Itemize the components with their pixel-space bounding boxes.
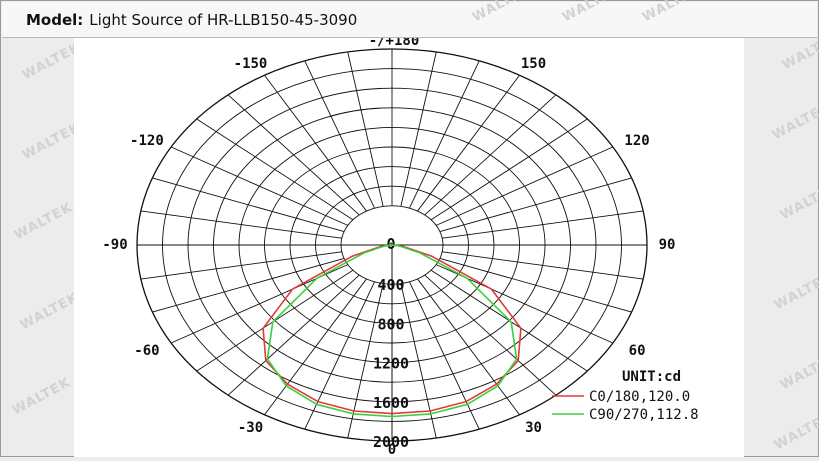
angle-label: -/+180 [369, 38, 420, 49]
grid-spoke [435, 146, 614, 226]
radial-tick-label: 1600 [373, 394, 409, 412]
model-header: Model: Light Source of HR-LLB150-45-3090 [2, 2, 817, 38]
polar-grid [136, 48, 648, 442]
grid-spoke [439, 177, 632, 233]
grid-spoke [152, 177, 345, 233]
grid-spoke [152, 257, 345, 313]
angle-label: 30 [525, 420, 542, 436]
angle-label: 120 [624, 133, 649, 149]
grid-spoke [347, 283, 384, 439]
grid-spoke [140, 210, 342, 239]
angle-label: -150 [234, 56, 268, 72]
model-name: Light Source of HR-LLB150-45-3090 [89, 10, 358, 29]
grid-spoke [442, 210, 644, 239]
grid-spoke [347, 51, 384, 207]
model-label: Model: [26, 10, 84, 29]
angle-label: 90 [659, 237, 676, 253]
series-curve [266, 244, 518, 418]
radial-tick-label: 1200 [373, 355, 409, 373]
grid-spoke [400, 283, 437, 439]
radial-tick-label: 2000 [373, 433, 409, 451]
grid-spoke [424, 94, 557, 216]
grid-spoke [417, 74, 520, 212]
angle-label: 0 [388, 442, 396, 457]
grid-spoke [170, 146, 349, 226]
angle-label: -120 [130, 133, 164, 149]
series-curve [262, 244, 522, 415]
unit-label: UNIT:cd [622, 369, 681, 385]
angle-label: -60 [134, 343, 159, 359]
grid-spoke [409, 60, 480, 209]
legend-entry: C0/180,120.0 [589, 389, 690, 405]
radial-tick-label: 800 [377, 315, 404, 333]
grid-spoke [304, 60, 375, 209]
grid-spoke [439, 257, 632, 313]
angle-label: -30 [238, 420, 263, 436]
intensity-curves [262, 244, 522, 418]
grid-spoke [430, 118, 588, 221]
grid-spoke [140, 251, 342, 280]
legend: UNIT:cd C0/180,120.0 C90/270,112.8 [552, 369, 699, 423]
polar-chart-panel: 0 400 800 1200 1600 2000 -/+180 -150 150 -120 120… [74, 33, 744, 458]
angle-label: -90 [102, 237, 127, 253]
grid-spoke [264, 278, 367, 416]
grid-spoke [264, 74, 367, 212]
grid-spoke [424, 274, 557, 396]
radial-tick-label: 400 [377, 276, 404, 294]
grid-spoke [196, 118, 354, 221]
grid-spoke [227, 94, 360, 216]
angle-label: 150 [521, 56, 546, 72]
grid-spoke [442, 251, 644, 280]
radial-tick-label: 0 [386, 235, 395, 253]
grid-spoke [417, 278, 520, 416]
grid-spoke [400, 51, 437, 207]
legend-entry: C90/270,112.8 [589, 407, 699, 423]
radial-tick-labels: 0 400 800 1200 1600 2000 [373, 235, 409, 451]
grid-spoke [227, 274, 360, 396]
angle-label: 60 [629, 343, 646, 359]
